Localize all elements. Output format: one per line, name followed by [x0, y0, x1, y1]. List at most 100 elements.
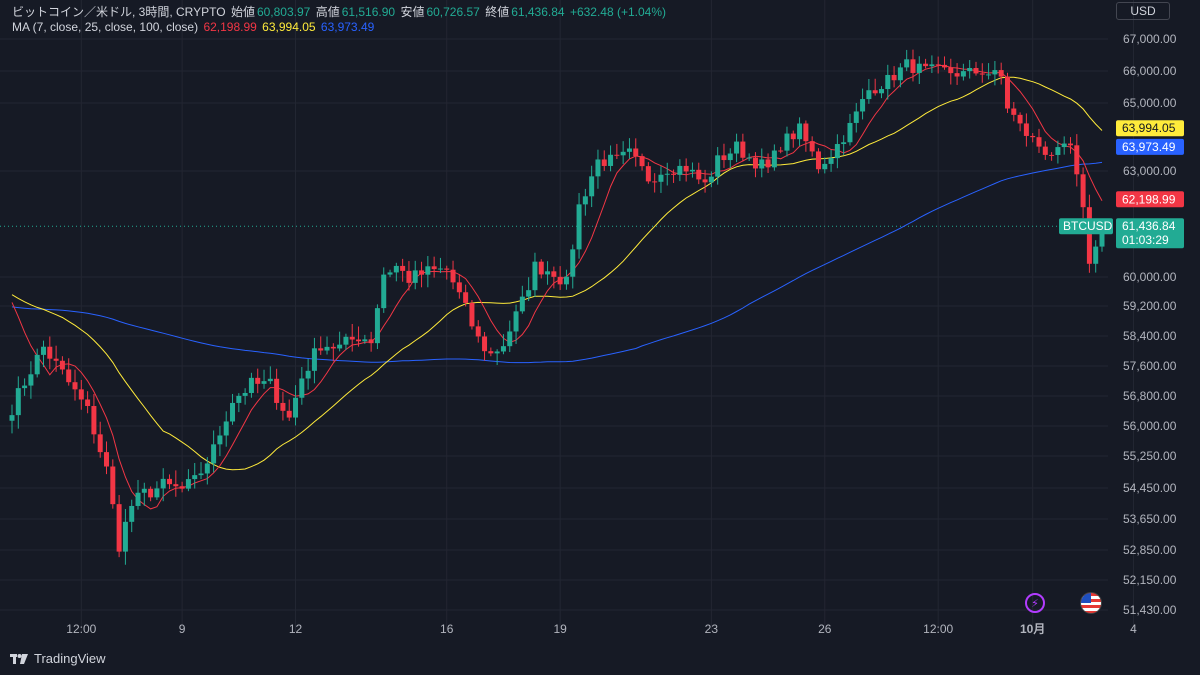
candle: [652, 173, 658, 193]
candle-body: [815, 151, 821, 170]
us-flag-icon[interactable]: [1080, 592, 1102, 614]
candle-body: [431, 266, 437, 270]
candle-body: [771, 150, 777, 168]
candle: [979, 63, 985, 83]
candle: [1023, 113, 1029, 147]
candle-body: [645, 166, 651, 182]
candle: [431, 256, 437, 278]
y-axis[interactable]: 67,000.00 66,000.00 65,000.00 63,000.00 60,0…: [1123, 32, 1177, 617]
candle: [387, 269, 393, 278]
candle-body: [998, 70, 1004, 77]
ma-label[interactable]: MA (7, close, 25, close, 100, close): [12, 20, 199, 34]
tradingview-icon: [10, 653, 28, 664]
candle-body: [135, 492, 141, 506]
symbol-tag-bg: [1059, 218, 1113, 235]
low-label: 安値: [400, 5, 425, 19]
candle: [935, 56, 941, 74]
candle: [255, 368, 261, 394]
symbol-legend: ビットコイン／米ドル, 3時間, CRYPTO 始値 60,803.97 高値 61…: [12, 3, 668, 20]
candle: [992, 61, 998, 86]
candle: [601, 150, 607, 171]
candle-body: [141, 488, 147, 493]
candle-body: [702, 179, 708, 183]
x-tick-label: 9: [179, 622, 186, 636]
candle-body: [456, 282, 462, 293]
candle: [828, 149, 834, 172]
x-axis[interactable]: 12:00 9 12 16 19 23 26 12:00 10月 4: [66, 622, 1137, 636]
open-value: 60,803.97: [256, 5, 311, 19]
lightning-icon[interactable]: ⚡: [1025, 593, 1045, 613]
candle: [66, 358, 72, 386]
candle: [941, 56, 947, 70]
candle-body: [765, 159, 771, 168]
tradingview-logo[interactable]: TradingView: [10, 651, 106, 666]
candle: [267, 366, 273, 384]
ma-price-tag: 62,198.99: [1116, 191, 1184, 208]
candle-body: [614, 154, 620, 156]
candle-body: [255, 377, 261, 384]
x-tick-label: 16: [440, 622, 454, 636]
candle-body: [444, 268, 450, 270]
candle-body: [242, 392, 248, 396]
candle: [41, 340, 47, 368]
candle-body: [59, 360, 65, 370]
candle-body: [437, 268, 443, 270]
candle-body: [463, 292, 469, 303]
candle-body: [960, 71, 966, 77]
candle: [299, 366, 305, 405]
candle-body: [482, 336, 488, 352]
candle: [639, 153, 645, 171]
currency-button[interactable]: USD: [1116, 2, 1170, 20]
candle-body: [532, 261, 538, 291]
candle-body: [349, 336, 355, 340]
candle-body: [853, 111, 859, 123]
candle: [311, 337, 317, 384]
candle-body: [28, 374, 34, 386]
ma7-value: 62,198.99: [203, 20, 257, 34]
low-value: 60,726.57: [426, 5, 480, 19]
candle-body: [488, 351, 494, 354]
candle: [381, 267, 387, 313]
ma-price-tag-value: 62,198.99: [1122, 192, 1176, 206]
candle: [104, 441, 110, 475]
candle-body: [891, 74, 897, 81]
candle: [1011, 101, 1017, 122]
candle-body: [526, 290, 532, 297]
candle-body: [318, 348, 324, 351]
candle-body: [22, 385, 28, 389]
candle: [1042, 141, 1048, 160]
candle-body: [973, 67, 979, 74]
candle-body: [576, 204, 582, 250]
candle-body: [173, 484, 179, 487]
candle: [97, 421, 103, 458]
candle: [734, 133, 740, 163]
candle-body: [167, 478, 173, 485]
candle-body: [708, 176, 714, 183]
candle-body: [778, 150, 784, 152]
candle-body: [362, 339, 368, 342]
candle: [1080, 167, 1086, 219]
symbol-tag: BTCUSD: [1059, 218, 1113, 235]
candle-body: [274, 378, 280, 403]
candle-body: [545, 271, 551, 275]
candle: [677, 159, 683, 182]
ma-price-tag: 63,994.05: [1116, 120, 1184, 137]
y-tick-label: 56,000.00: [1123, 419, 1177, 433]
candle-body: [1049, 154, 1055, 156]
candle: [740, 133, 746, 162]
candle: [759, 148, 765, 178]
candle: [570, 244, 576, 289]
candle: [286, 399, 292, 421]
candle-body: [356, 339, 362, 342]
candle-body: [286, 410, 292, 418]
candle: [948, 58, 954, 85]
candle-body: [715, 155, 721, 177]
high-value: 61,516.90: [341, 5, 396, 19]
symbol-description[interactable]: ビットコイン／米ドル, 3時間, CRYPTO: [12, 5, 226, 19]
candle: [614, 143, 620, 160]
candle: [809, 136, 815, 157]
y-tick-label: 55,250.00: [1123, 449, 1177, 463]
x-tick-label: 23: [705, 622, 719, 636]
candle: [242, 388, 248, 405]
